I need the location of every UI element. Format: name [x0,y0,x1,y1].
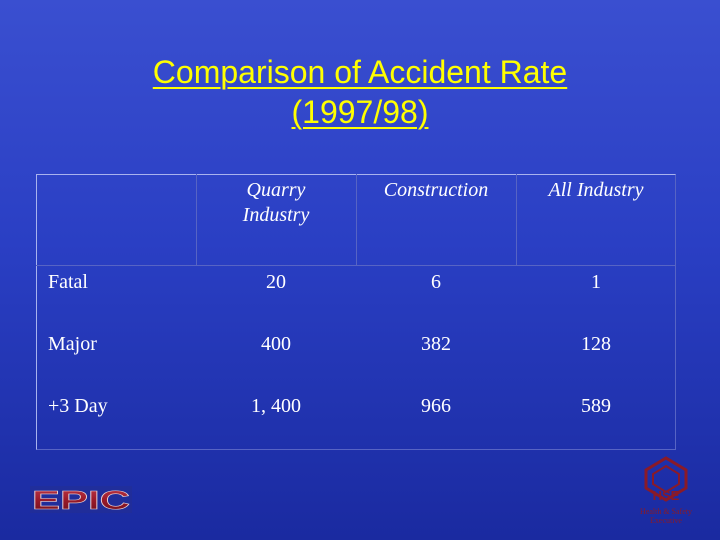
cell-major-quarry: 400 [261,333,291,355]
column-divider-1 [196,174,197,265]
cell-fatal-all: 1 [591,271,601,293]
epic-logo: EPIC [30,486,132,513]
row-label-3-day: +3 Day [48,395,108,417]
cell-major-all: 128 [581,333,611,355]
hse-emblem-icon [644,456,688,502]
slide-title: Comparison of Accident Rate (1997/98) [0,52,720,132]
column-header-all-industry: All Industry [548,179,644,201]
column-header-quarry-industry: Quarry Industry [242,179,310,226]
hse-logo-subtitle-2: Executive [650,516,682,525]
column-divider-2 [356,174,357,265]
cell-major-construction: 382 [421,333,451,355]
hse-logo-text: HSE [653,488,680,503]
column-header-construction: Construction [383,179,489,201]
row-label-major: Major [48,333,97,355]
row-label-fatal: Fatal [48,271,88,293]
title-line-2: (1997/98) [291,94,429,130]
title-line-1: Comparison of Accident Rate [152,54,568,90]
cell-fatal-construction: 6 [431,271,441,293]
cell-3day-all: 589 [581,395,611,417]
column-divider-3 [516,174,517,265]
epic-logo-text: EPIC [32,486,130,513]
cell-3day-construction: 966 [421,395,451,417]
cell-3day-quarry: 1, 400 [251,395,301,417]
hse-logo-subtitle: Health & Safety [640,507,692,516]
header-divider [36,265,676,266]
cell-fatal-quarry: 20 [266,271,286,293]
hse-logo: HSE Health & Safety Executive [640,456,692,525]
